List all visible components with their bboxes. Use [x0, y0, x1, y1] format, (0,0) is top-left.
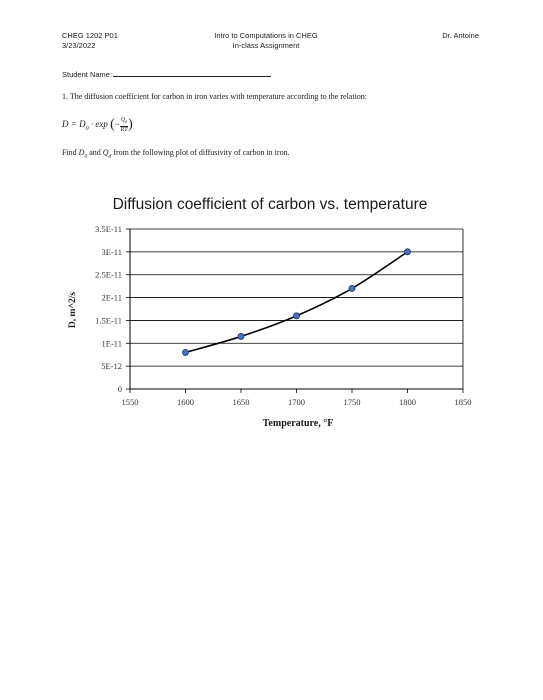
header-center: Intro to Computations in CHEG In-class A…	[204, 31, 328, 51]
x-axis-label: Temperature, °F	[263, 418, 334, 429]
equation-open-paren: (	[110, 117, 115, 133]
x-tick-label: 1550	[122, 397, 139, 407]
equation-exp: · exp	[88, 119, 108, 130]
data-point	[293, 312, 300, 320]
x-tick-label: 1750	[344, 397, 361, 407]
fraction-denominator: RT	[120, 126, 128, 133]
y-tick-label: 1E-11	[102, 338, 122, 348]
find-d0-subscript: 0	[84, 153, 88, 160]
x-tick-label: 1600	[177, 397, 194, 407]
data-point	[348, 284, 356, 292]
y-tick-label: 1.5E-11	[95, 315, 122, 325]
data-point	[237, 332, 245, 340]
diffusion-equation: D = D0 · exp (− Qd RT)	[62, 117, 133, 133]
find-instruction: Find D0 and Qd from the following plot o…	[62, 148, 290, 160]
equation-fraction: Qd RT	[119, 117, 129, 133]
find-prefix: Find	[62, 148, 79, 157]
student-name-field: Student Name:	[62, 68, 272, 79]
fraction-numerator: Qd	[119, 117, 129, 127]
course-title: Intro to Computations in CHEG	[214, 31, 318, 40]
assignment-type: In-class Assignment	[232, 41, 300, 50]
y-tick-label: 3.5E-11	[95, 224, 122, 234]
find-suffix: from the following plot of diffusivity o…	[111, 148, 290, 157]
student-name-label: Student Name:	[62, 70, 113, 79]
numerator-symbol: Q	[120, 117, 126, 123]
y-tick-label: 5E-12	[101, 361, 122, 371]
find-d0: D	[78, 148, 85, 157]
instructor-name: Dr. Antoine	[442, 31, 479, 40]
series-line	[185, 251, 408, 354]
x-tick-label: 1650	[233, 397, 250, 407]
x-tick-label: 1700	[288, 397, 305, 407]
y-axis-label: D, m^2/s	[68, 292, 78, 328]
numerator-subscript: d	[125, 119, 128, 125]
header-left: CHEG 1202 P01 3/23/2022	[62, 31, 118, 51]
x-tick-label: 1850	[455, 397, 472, 407]
find-and: and	[87, 148, 103, 157]
question-text: 1. The diffusion coefficient for carbon …	[62, 92, 368, 101]
equation-close-paren: )	[128, 117, 133, 133]
data-point	[404, 248, 411, 256]
equation-lhs: D = D	[62, 119, 86, 130]
y-tick-label: 3E-11	[102, 247, 122, 257]
student-name-blank[interactable]	[113, 68, 272, 77]
chart-title: Diffusion coefficient of carbon vs. temp…	[113, 196, 428, 213]
data-point	[182, 348, 189, 356]
equation-minus: −	[114, 119, 120, 130]
assignment-date: 3/23/2022	[62, 41, 96, 50]
x-tick-label: 1800	[399, 397, 416, 407]
y-tick-label: 0	[118, 384, 122, 394]
find-qd-subscript: d	[108, 153, 112, 160]
find-qd: Q	[102, 148, 109, 157]
y-tick-label: 2.5E-11	[95, 270, 122, 280]
equation-lhs-subscript: 0	[85, 125, 89, 132]
y-tick-label: 2E-11	[102, 293, 122, 303]
course-code: CHEG 1202 P01	[62, 31, 118, 40]
